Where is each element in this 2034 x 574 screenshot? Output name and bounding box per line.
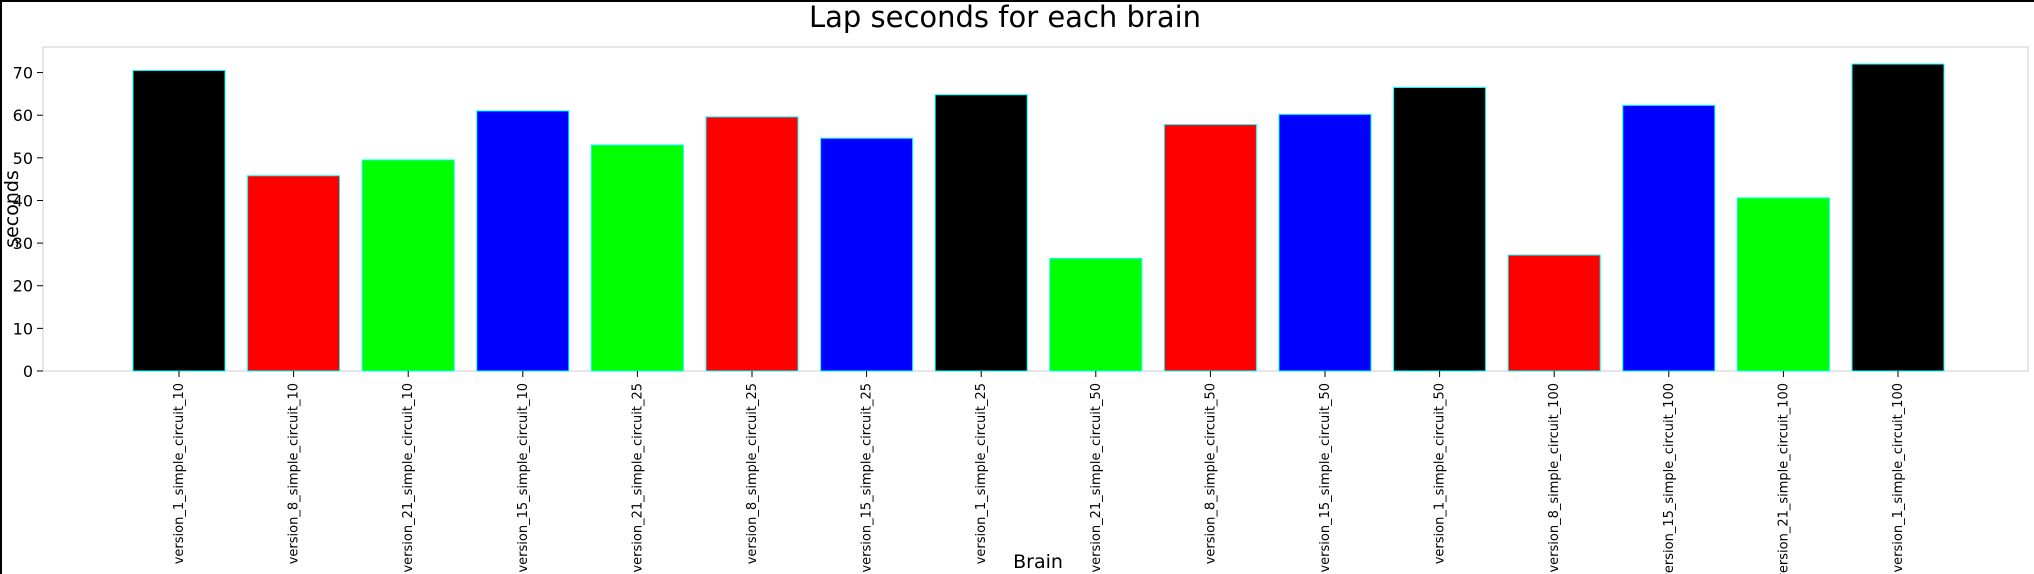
bar-version_8_simple_circuit_10 (247, 175, 341, 372)
y-tick-label: 70 (13, 64, 33, 83)
y-tick-label: 0 (23, 362, 33, 381)
x-axis: version_1_simple_circuit_10 version_8_sim… (172, 371, 1906, 574)
bar-version_1_simple_circuit_25 (934, 94, 1028, 372)
bars (132, 63, 1945, 372)
bar-version_21_simple_circuit_100 (1736, 197, 1830, 372)
x-tick-label: version_21_simple_circuit_50 (1089, 383, 1104, 573)
bar-version_8_simple_circuit_25 (705, 116, 799, 372)
x-tick-label: version_8_simple_circuit_100 (1547, 383, 1562, 573)
y-axis: 0 10 20 30 40 50 60 70 (13, 64, 43, 381)
x-tick-label: version_8_simple_circuit_25 (745, 383, 760, 564)
x-tick-label: version_1_simple_circuit_25 (974, 383, 989, 564)
bar-version_1_simple_circuit_100 (1851, 63, 1945, 372)
x-tick-label: version_15_simple_circuit_50 (1318, 383, 1333, 573)
x-tick-label: version_1_simple_circuit_10 (172, 383, 187, 564)
bar-version_15_simple_circuit_10 (476, 110, 570, 372)
x-tick-label: version_21_simple_circuit_100 (1776, 383, 1791, 574)
x-tick-label: version_1_simple_circuit_50 (1433, 383, 1448, 564)
bar-version_8_simple_circuit_100 (1507, 254, 1601, 372)
bar-version_21_simple_circuit_25 (590, 144, 684, 372)
bar-version_21_simple_circuit_50 (1049, 257, 1143, 372)
x-tick-label: version_15_simple_circuit_25 (860, 383, 875, 573)
plot-area (42, 46, 2029, 372)
x-tick-label: version_15_simple_circuit_10 (516, 383, 531, 573)
y-axis-label: seconds (1, 170, 23, 248)
bar-version_1_simple_circuit_50 (1393, 87, 1487, 372)
bar-version_15_simple_circuit_25 (820, 137, 914, 372)
x-tick-label: version_1_simple_circuit_100 (1891, 383, 1906, 573)
x-tick-label: version_8_simple_circuit_10 (287, 383, 302, 564)
y-tick-label: 10 (13, 319, 33, 338)
chart-title: Lap seconds for each brain (809, 0, 1201, 34)
y-tick-label: 20 (13, 277, 33, 296)
x-axis-label: Brain (1013, 551, 1063, 573)
x-tick-label: version_21_simple_circuit_25 (630, 383, 645, 573)
bar-version_1_simple_circuit_10 (132, 69, 226, 372)
y-tick-label: 40 (13, 191, 33, 210)
bar-version_21_simple_circuit_10 (361, 159, 455, 372)
bar-version_8_simple_circuit_50 (1163, 124, 1257, 372)
bar-version_15_simple_circuit_100 (1622, 104, 1716, 372)
bar-version_15_simple_circuit_50 (1278, 113, 1372, 372)
x-tick-label: version_8_simple_circuit_50 (1203, 383, 1218, 564)
y-tick-label: 30 (13, 234, 33, 253)
y-tick-label: 60 (13, 106, 33, 125)
x-tick-label: version_21_simple_circuit_10 (401, 383, 416, 573)
y-tick-label: 50 (13, 149, 33, 168)
x-tick-label: version_15_simple_circuit_100 (1662, 383, 1677, 574)
